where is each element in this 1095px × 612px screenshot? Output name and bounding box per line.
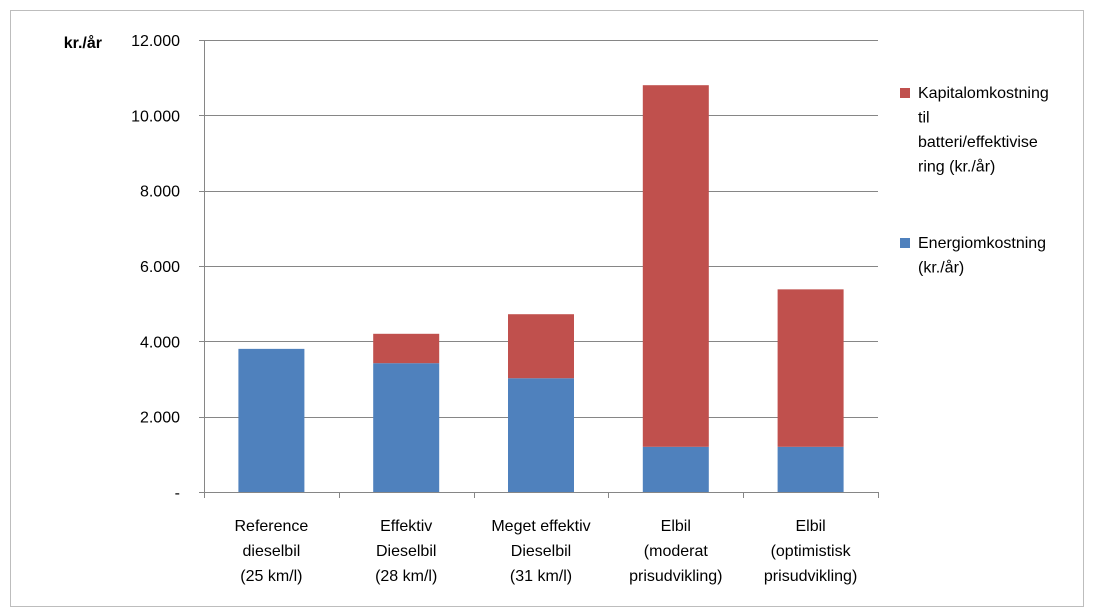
x-category-label: (31 km/l) (510, 568, 572, 585)
legend-label: (kr./år) (918, 259, 964, 277)
y-tick-label: 12.000 (131, 33, 180, 50)
legend-swatch (900, 88, 910, 98)
x-category-labels: Reference dieselbil (25 km/l) Effektiv Diese… (234, 518, 857, 585)
x-category-label: Effektiv (380, 518, 432, 535)
x-category-label: Elbil (795, 518, 825, 535)
y-tick-label: 2.000 (140, 410, 180, 427)
x-category-label: Meget effektiv (491, 518, 590, 535)
bar-energy-5 (777, 446, 844, 492)
x-category-label: Elbil (661, 518, 691, 535)
y-tick-label: 4.000 (140, 334, 180, 351)
y-tick-label: 6.000 (140, 259, 180, 276)
bar-capital-2 (373, 333, 440, 364)
legend-label: ring (kr./år) (918, 158, 995, 176)
bar-capital-4 (642, 85, 709, 447)
x-category-label: (moderat (644, 543, 709, 560)
bar-energy-1 (238, 348, 305, 492)
axes (199, 40, 879, 498)
x-category-label: Reference (234, 518, 308, 535)
legend-label: Energiomkostning (918, 235, 1046, 252)
bar-energy-4 (642, 446, 709, 492)
y-tick-labels: - 2.000 4.000 6.000 8.000 10.000 12.000 (131, 33, 180, 502)
y-axis-label: kr./år (64, 34, 102, 52)
bar-energy-3 (508, 378, 574, 492)
x-category-label: prisudvikling) (764, 568, 857, 585)
legend-label: Kapitalomkostning (918, 85, 1049, 102)
bar-capital-3 (508, 314, 574, 379)
x-category-label: Dieselbil (376, 543, 436, 560)
legend-label: til (918, 110, 930, 127)
gridlines (204, 40, 878, 418)
x-category-label: prisudvikling) (629, 568, 722, 585)
bars (238, 85, 844, 492)
x-category-label: (28 km/l) (375, 568, 437, 585)
x-category-label: (25 km/l) (240, 568, 302, 585)
x-category-label: dieselbil (242, 543, 300, 560)
legend-label: batteri/effektivise (918, 134, 1038, 151)
legend-swatch (900, 238, 910, 248)
y-tick-label: 8.000 (140, 184, 180, 201)
chart-frame (10, 10, 1084, 607)
y-tick-label: - (175, 485, 180, 502)
legend: Kapitalomkostning til batteri/effektivise r… (900, 85, 1049, 277)
x-category-label: Dieselbil (511, 543, 571, 560)
x-category-label: (optimistisk (771, 543, 852, 560)
y-tick-label: 10.000 (131, 108, 180, 125)
bar-energy-2 (373, 363, 440, 492)
bar-capital-5 (777, 289, 844, 447)
